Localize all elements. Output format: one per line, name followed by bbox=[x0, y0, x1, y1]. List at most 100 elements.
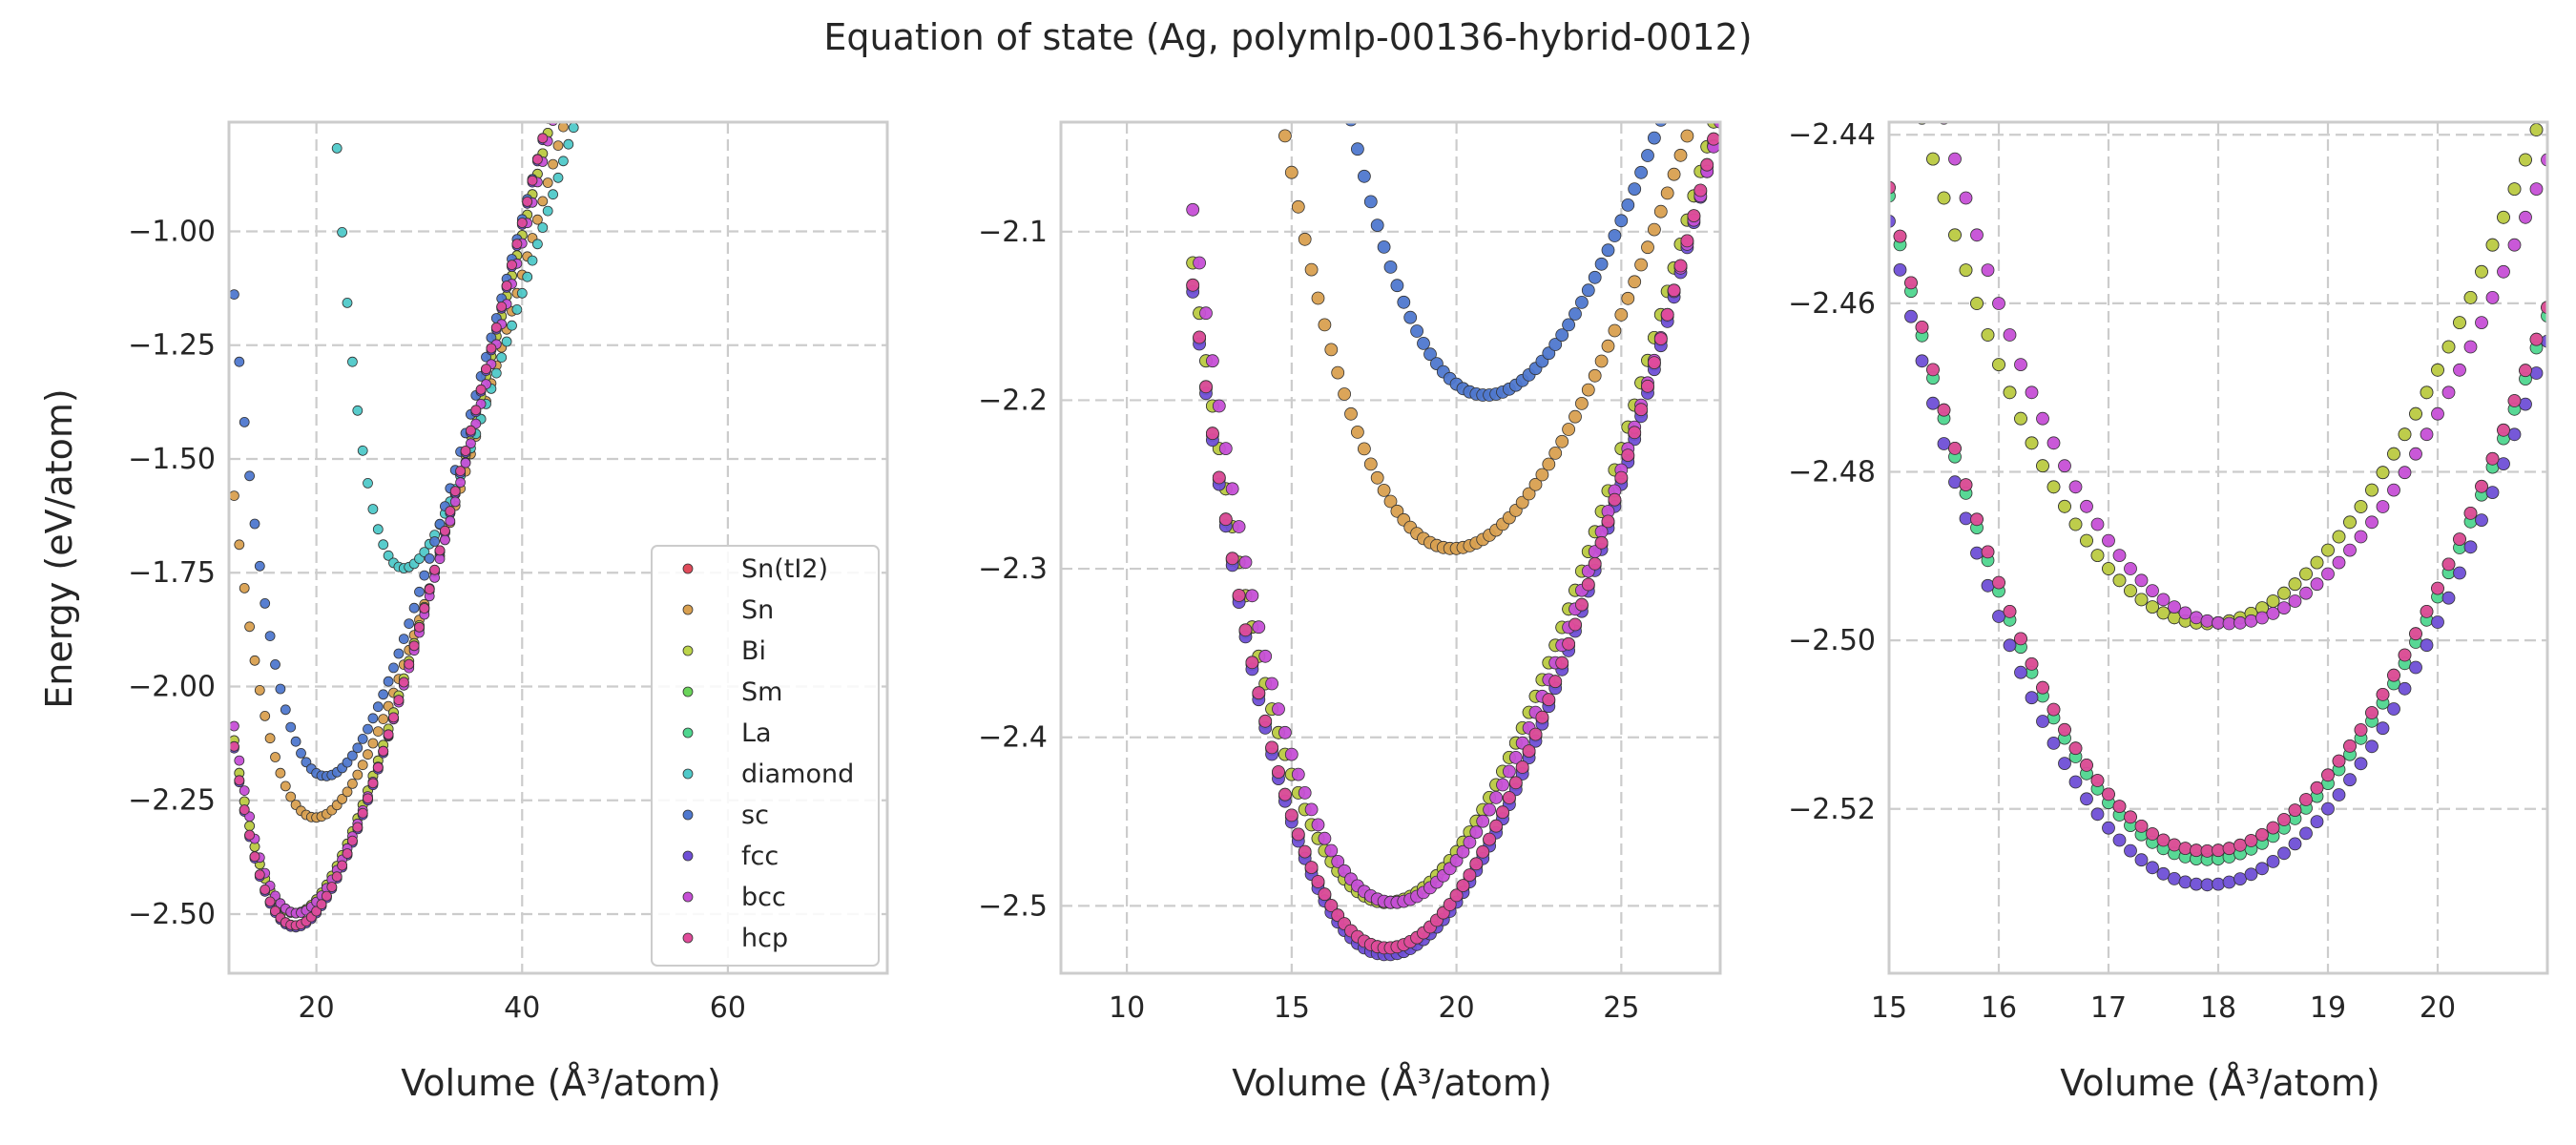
point-diamond bbox=[378, 539, 389, 551]
point-sn bbox=[1278, 129, 1292, 143]
point-fcc bbox=[1889, 215, 1896, 228]
point-diamond bbox=[331, 142, 343, 154]
point-sn bbox=[1568, 409, 1582, 424]
point-fcc bbox=[2014, 665, 2027, 679]
point-bcc bbox=[2343, 543, 2357, 557]
point-hcp bbox=[2485, 451, 2500, 466]
point-bcc bbox=[1206, 354, 1219, 368]
point-sn bbox=[1581, 383, 1595, 397]
point-bcc bbox=[1503, 764, 1516, 779]
point-hcp bbox=[1915, 320, 1929, 334]
point-bcc bbox=[1278, 725, 1292, 739]
point-sn bbox=[532, 214, 543, 225]
point-bi bbox=[2441, 340, 2456, 354]
point-hcp bbox=[331, 871, 343, 883]
point-bcc bbox=[229, 720, 239, 732]
point-sc bbox=[290, 736, 301, 747]
point-fcc bbox=[2441, 591, 2456, 605]
y-tick-label: −1.75 bbox=[128, 556, 216, 590]
point-sc bbox=[1351, 142, 1364, 156]
point-fcc bbox=[2409, 660, 2422, 675]
panel-zoom-medium: 10 15 20 25 −2.5 −2.4 −2.3 −2.2 −2.1 bbox=[978, 91, 1727, 1025]
point-bi bbox=[2453, 316, 2466, 330]
point-sc bbox=[296, 748, 306, 759]
legend-marker bbox=[682, 850, 694, 862]
point-hcp bbox=[1660, 307, 1674, 322]
legend: Sn(tI2) Sn Bi Sm La diamond sc fcc bcc hcp bbox=[651, 545, 880, 967]
point-diamond bbox=[507, 320, 517, 331]
point-sn bbox=[1555, 434, 1569, 448]
point-bi bbox=[2519, 153, 2532, 167]
point-bi bbox=[2398, 427, 2412, 442]
point-hcp bbox=[2036, 680, 2049, 695]
point-hcp bbox=[1245, 656, 1259, 670]
point-sn bbox=[1351, 425, 1364, 439]
point-fcc bbox=[2299, 826, 2313, 841]
point-bcc bbox=[2046, 436, 2061, 450]
point-fcc bbox=[2398, 681, 2412, 696]
point-hcp bbox=[1186, 278, 1200, 292]
point-bcc bbox=[2529, 182, 2544, 197]
point-hcp bbox=[270, 906, 280, 917]
legend-marker bbox=[682, 686, 694, 697]
legend-label: La bbox=[741, 718, 772, 748]
point-sn bbox=[1575, 396, 1589, 410]
point-bcc bbox=[1245, 589, 1259, 603]
point-bi bbox=[2529, 123, 2544, 136]
point-sn bbox=[367, 738, 379, 749]
point-bcc bbox=[2277, 601, 2291, 614]
point-sn bbox=[234, 539, 245, 551]
point-sc bbox=[1548, 338, 1563, 351]
axes-frame bbox=[1887, 120, 2549, 975]
point-sc bbox=[229, 289, 239, 300]
point-sn bbox=[352, 769, 364, 781]
point-sn bbox=[537, 196, 549, 207]
point-hcp bbox=[1594, 535, 1609, 550]
point-bcc bbox=[1284, 747, 1298, 761]
point-sn bbox=[1358, 442, 1371, 456]
point-bi bbox=[1937, 191, 1951, 205]
point-fcc bbox=[2453, 566, 2466, 580]
x-tick-label: 17 bbox=[2090, 991, 2127, 1025]
point-sc bbox=[372, 701, 384, 713]
point-fcc bbox=[2080, 792, 2093, 806]
point-sn bbox=[1588, 368, 1602, 383]
point-hcp bbox=[2112, 800, 2127, 813]
point-fcc bbox=[2332, 788, 2346, 802]
legend-marker bbox=[682, 768, 694, 780]
point-hcp bbox=[1238, 623, 1253, 637]
point-fcc bbox=[2277, 846, 2291, 861]
point-bcc bbox=[2058, 459, 2071, 473]
y-tick-label: −2.5 bbox=[978, 889, 1048, 923]
point-diamond bbox=[383, 550, 394, 561]
point-bcc bbox=[2387, 483, 2400, 497]
point-hcp bbox=[2277, 813, 2291, 826]
point-hcp bbox=[490, 322, 502, 333]
point-sn bbox=[270, 752, 280, 762]
point-hcp bbox=[1707, 132, 1720, 146]
point-hcp bbox=[414, 621, 425, 633]
point-diamond bbox=[357, 445, 368, 456]
point-hcp bbox=[2519, 364, 2532, 378]
point-hcp bbox=[383, 729, 394, 740]
point-bcc bbox=[2288, 594, 2302, 608]
point-diamond bbox=[563, 138, 574, 150]
point-hcp bbox=[2134, 820, 2149, 833]
point-hcp bbox=[1970, 512, 1984, 527]
point-hcp bbox=[1653, 332, 1668, 346]
point-sn-ti2- bbox=[1714, 91, 1727, 103]
point-bcc bbox=[244, 811, 256, 822]
point-sc bbox=[393, 648, 405, 659]
point-fcc bbox=[2519, 397, 2532, 411]
point-fcc bbox=[1937, 437, 1951, 450]
point-bcc bbox=[1225, 482, 1239, 496]
point-bi bbox=[2036, 459, 2049, 473]
point-bcc bbox=[2068, 480, 2083, 494]
point-bcc bbox=[1318, 831, 1332, 845]
point-sn-ti2- bbox=[1894, 24, 1906, 36]
point-sc bbox=[1417, 336, 1430, 350]
point-hcp bbox=[388, 712, 399, 723]
point-hcp bbox=[1483, 832, 1496, 846]
point-hcp bbox=[1218, 512, 1233, 527]
point-hcp bbox=[372, 761, 384, 773]
